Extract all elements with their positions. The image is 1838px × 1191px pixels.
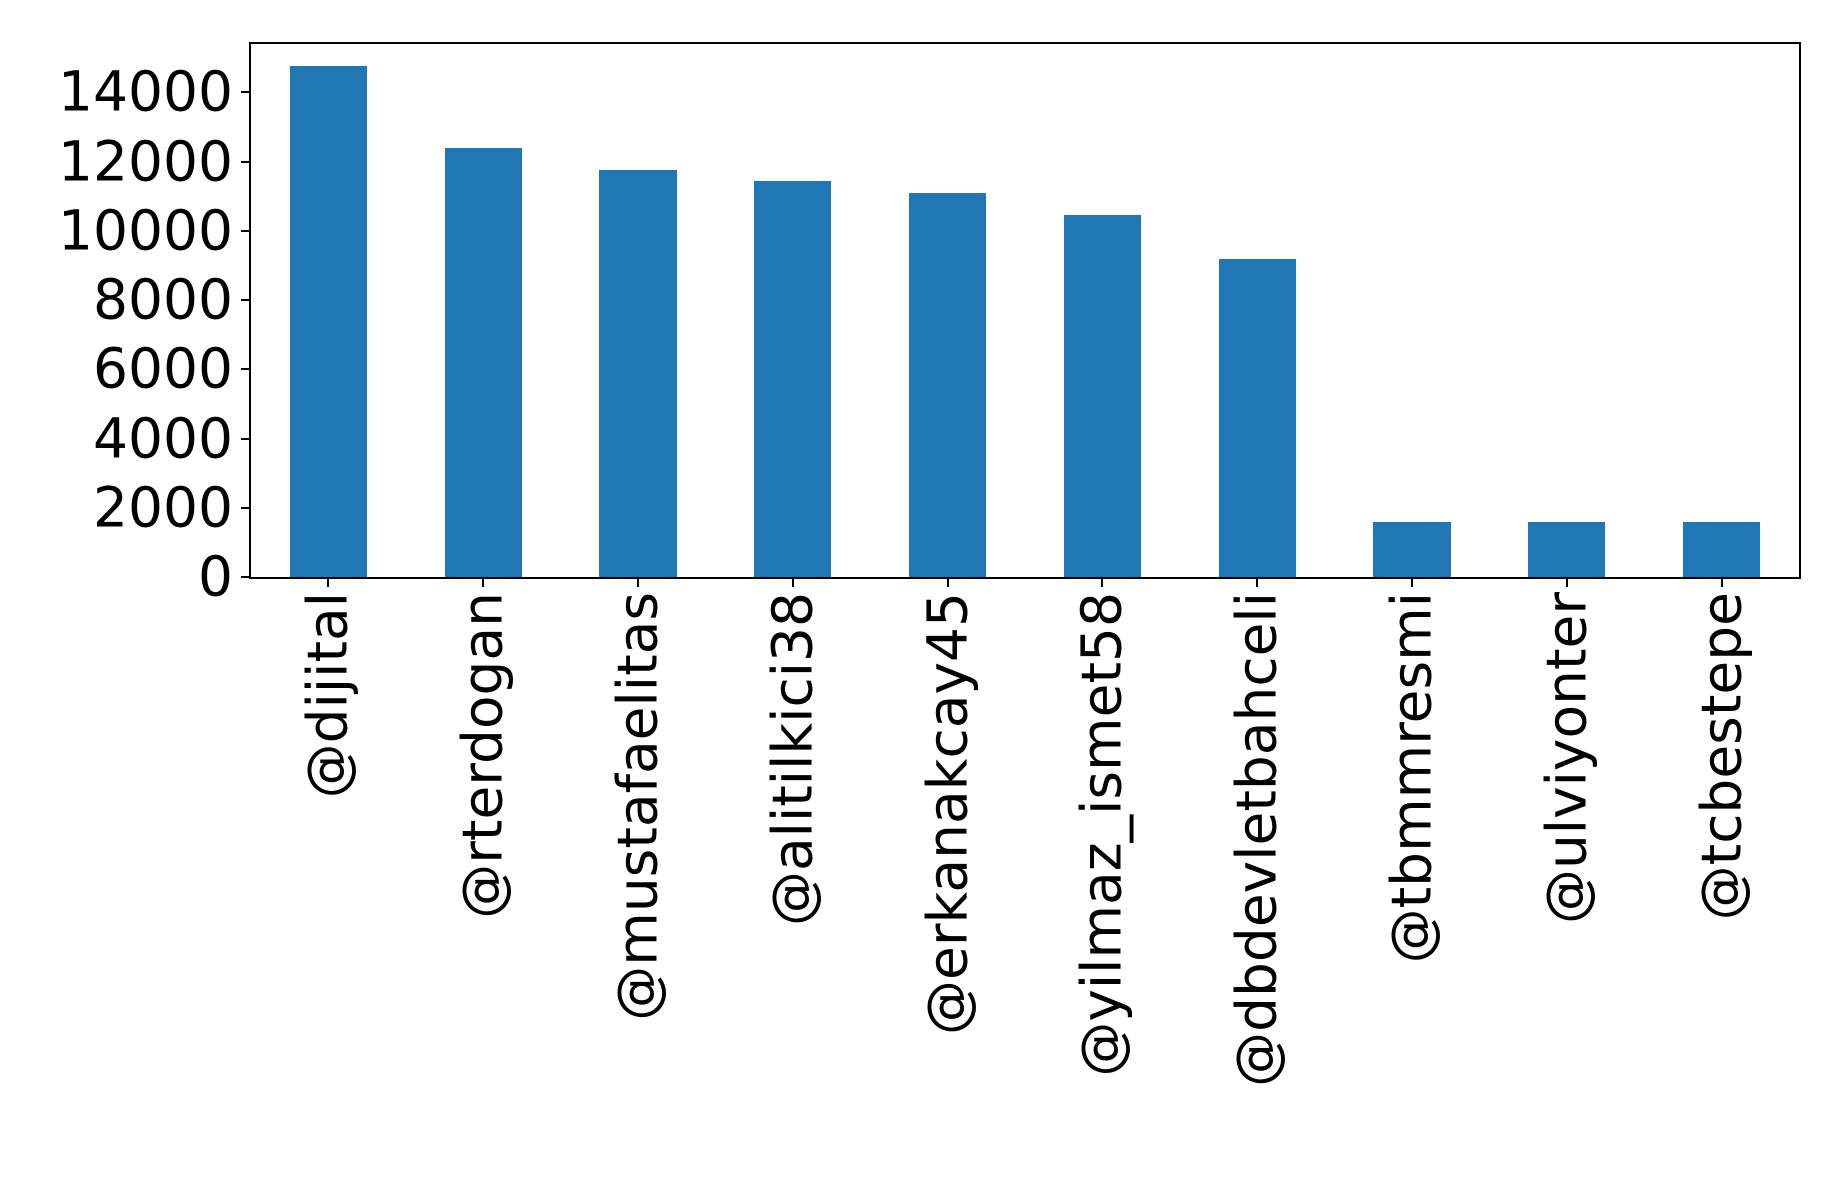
y-tick-label: 6000 — [93, 336, 233, 401]
y-tick-label: 0 — [198, 544, 233, 609]
y-tick-mark — [241, 437, 249, 440]
x-tick-mark — [1720, 579, 1723, 587]
bar-alitilkici38 — [754, 180, 832, 577]
y-tick-mark — [241, 576, 249, 578]
x-tick-mark — [482, 579, 485, 587]
bar-ulviyonter — [1528, 521, 1606, 577]
y-tick-mark — [241, 506, 249, 509]
bar-tcbestepe — [1682, 521, 1761, 577]
x-tick-label-dbdevletbahceli: @dbdevletbahceli — [1224, 592, 1289, 1087]
y-tick-mark — [241, 91, 249, 94]
x-tick-label-rterdogan: @rterdogan — [450, 592, 515, 919]
y-tick-mark — [241, 160, 249, 163]
x-tick-mark — [1411, 579, 1413, 587]
x-tick-mark — [327, 579, 330, 587]
y-tick-label: 4000 — [93, 406, 233, 471]
x-tick-label-ulviyonter: @ulviyonter — [1534, 592, 1599, 925]
x-tick-label-tbmmresmi: @tbmmresmi — [1379, 592, 1444, 964]
x-tick-label-erkanakcay45: @erkanakcay45 — [915, 592, 980, 1035]
bar-tbmmresmi — [1373, 521, 1451, 577]
y-tick-label: 14000 — [58, 59, 233, 124]
x-tick-mark — [946, 579, 949, 587]
y-tick-label: 10000 — [58, 198, 233, 263]
x-tick-label-yilmaz_ismet58: @yilmaz_ismet58 — [1069, 592, 1134, 1077]
y-tick-label: 8000 — [93, 267, 233, 332]
bar-yilmaz_ismet58 — [1063, 215, 1142, 577]
bar-dbdevletbahceli — [1218, 258, 1296, 577]
x-tick-label-mustafaelitas: @mustafaelitas — [605, 592, 670, 1021]
bar-dijital — [289, 66, 368, 577]
y-tick-label: 2000 — [93, 475, 233, 540]
x-tick-mark — [1565, 579, 1568, 587]
x-tick-label-tcbestepe: @tcbestepe — [1689, 592, 1754, 921]
bar-erkanakcay45 — [908, 192, 987, 577]
x-tick-label-dijital: @dijital — [295, 592, 360, 799]
x-tick-mark — [1256, 579, 1259, 587]
bar-mustafaelitas — [599, 170, 677, 577]
y-tick-mark — [241, 368, 249, 371]
x-tick-mark — [1101, 579, 1104, 587]
bar-rterdogan — [444, 147, 522, 577]
x-tick-mark — [791, 579, 794, 587]
x-tick-mark — [637, 579, 639, 587]
x-tick-label-alitilkici38: @alitilkici38 — [760, 592, 825, 927]
y-tick-label: 12000 — [58, 129, 233, 194]
y-tick-mark — [241, 229, 249, 232]
y-tick-mark — [241, 299, 249, 302]
